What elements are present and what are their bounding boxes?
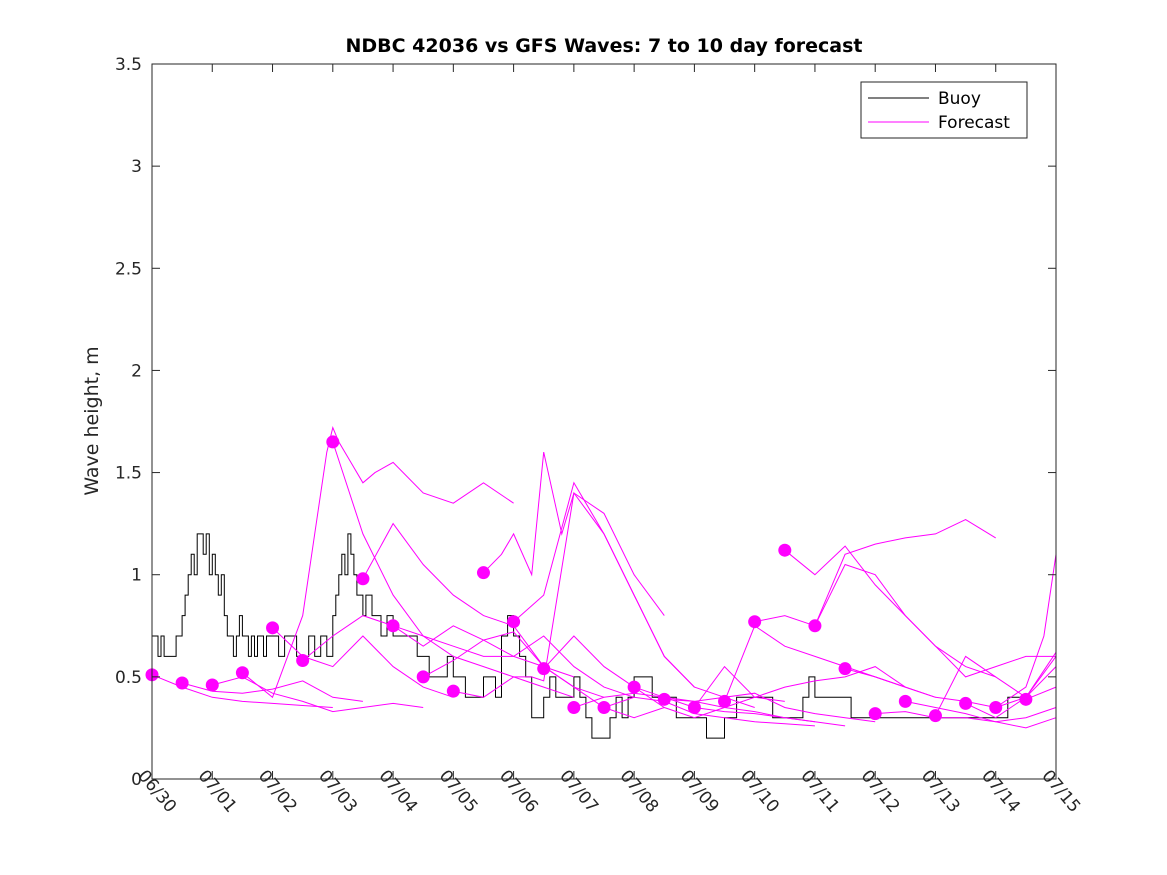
- y-tick-label: 3: [131, 157, 142, 177]
- forecast-marker: [416, 670, 430, 684]
- x-tick-label: 07/13: [917, 766, 964, 816]
- forecast-line: [905, 700, 1057, 729]
- forecast-marker: [476, 566, 490, 580]
- forecast-marker: [959, 696, 973, 710]
- forecast-line: [995, 554, 1057, 708]
- forecast-marker: [507, 615, 521, 629]
- forecast-line: [513, 481, 755, 708]
- forecast-marker: [657, 692, 671, 706]
- x-tick-label: 07/02: [254, 766, 301, 816]
- forecast-marker: [898, 694, 912, 708]
- forecast-line: [724, 625, 936, 702]
- forecast-marker: [386, 619, 400, 633]
- forecast-marker: [778, 543, 792, 557]
- forecast-line: [603, 696, 815, 727]
- forecast-line: [242, 426, 514, 699]
- x-tick-label: 07/15: [1037, 766, 1084, 816]
- forecast-marker: [356, 572, 370, 586]
- forecast-line: [212, 676, 424, 713]
- forecast-marker-layer: [145, 435, 1033, 723]
- forecast-marker: [748, 615, 762, 629]
- y-axis-label: Wave height, m: [81, 346, 103, 495]
- forecast-line: [543, 635, 785, 719]
- forecast-marker: [537, 662, 551, 676]
- y-tick-label: 1: [131, 566, 142, 586]
- legend-box: [860, 81, 1028, 139]
- forecast-marker: [597, 701, 611, 714]
- forecast-marker: [808, 619, 822, 633]
- x-tick-label: 07/09: [676, 766, 723, 816]
- buoy-line: [152, 533, 1020, 739]
- forecast-marker: [567, 701, 581, 714]
- forecast-marker: [205, 678, 219, 692]
- forecast-marker: [687, 701, 701, 714]
- forecast-line: [875, 707, 1057, 723]
- forecast-marker: [446, 684, 460, 698]
- forecast-marker: [928, 709, 942, 723]
- legend-buoy-label: Buoy: [938, 89, 981, 109]
- forecast-marker: [989, 701, 1003, 714]
- x-tick-label: 07/01: [194, 766, 241, 816]
- forecast-line: [935, 652, 1057, 716]
- x-tick-label: 07/14: [977, 766, 1024, 816]
- forecast-line: [784, 545, 996, 678]
- x-tick-label: 07/12: [857, 766, 904, 816]
- forecast-marker: [326, 435, 340, 449]
- forecast-marker: [718, 694, 732, 708]
- axes-box: [151, 63, 1057, 780]
- y-axis-ticks: 0 0.5 1 1.5 2 2.5 3 3.5: [115, 55, 1056, 790]
- forecast-line: [302, 615, 575, 678]
- forecast-marker: [175, 676, 189, 690]
- legend: Buoy Forecast: [860, 81, 1028, 139]
- x-tick-label: 07/08: [616, 766, 663, 816]
- forecast-marker: [627, 680, 641, 694]
- x-tick-label: 07/04: [374, 766, 421, 816]
- forecast-marker: [266, 621, 280, 635]
- y-tick-label: 2.5: [115, 259, 142, 279]
- legend-forecast-label: Forecast: [938, 113, 1010, 133]
- forecast-marker: [296, 654, 310, 668]
- forecast-layer: [151, 426, 1057, 729]
- forecast-marker: [868, 707, 882, 721]
- x-tick-label: 07/06: [495, 766, 542, 816]
- plot-area: [145, 426, 1057, 739]
- forecast-line: [332, 441, 575, 698]
- y-tick-label: 0: [131, 770, 142, 790]
- forecast-line: [483, 451, 665, 616]
- x-tick-label: 07/10: [736, 766, 783, 816]
- chart-title: NDBC 42036 vs GFS Waves: 7 to 10 day for…: [345, 35, 862, 57]
- x-tick-label: 07/03: [314, 766, 361, 816]
- x-tick-label: 07/05: [435, 766, 482, 816]
- buoy-layer: [152, 533, 1020, 739]
- axes: [151, 63, 1057, 780]
- forecast-marker: [235, 666, 249, 680]
- forecast-marker: [838, 662, 852, 676]
- y-tick-label: 1.5: [115, 464, 142, 484]
- forecast-line: [814, 563, 1056, 678]
- forecast-line: [754, 519, 996, 627]
- x-tick-label: 07/07: [555, 766, 602, 816]
- forecast-line: [392, 625, 635, 698]
- forecast-marker: [1019, 692, 1033, 706]
- x-tick-label: 07/11: [796, 766, 843, 816]
- forecast-line: [965, 656, 1057, 719]
- y-tick-label: 3.5: [115, 55, 142, 75]
- forecast-line: [693, 665, 906, 708]
- y-tick-label: 2: [131, 361, 142, 381]
- y-tick-label: 0.5: [115, 668, 142, 688]
